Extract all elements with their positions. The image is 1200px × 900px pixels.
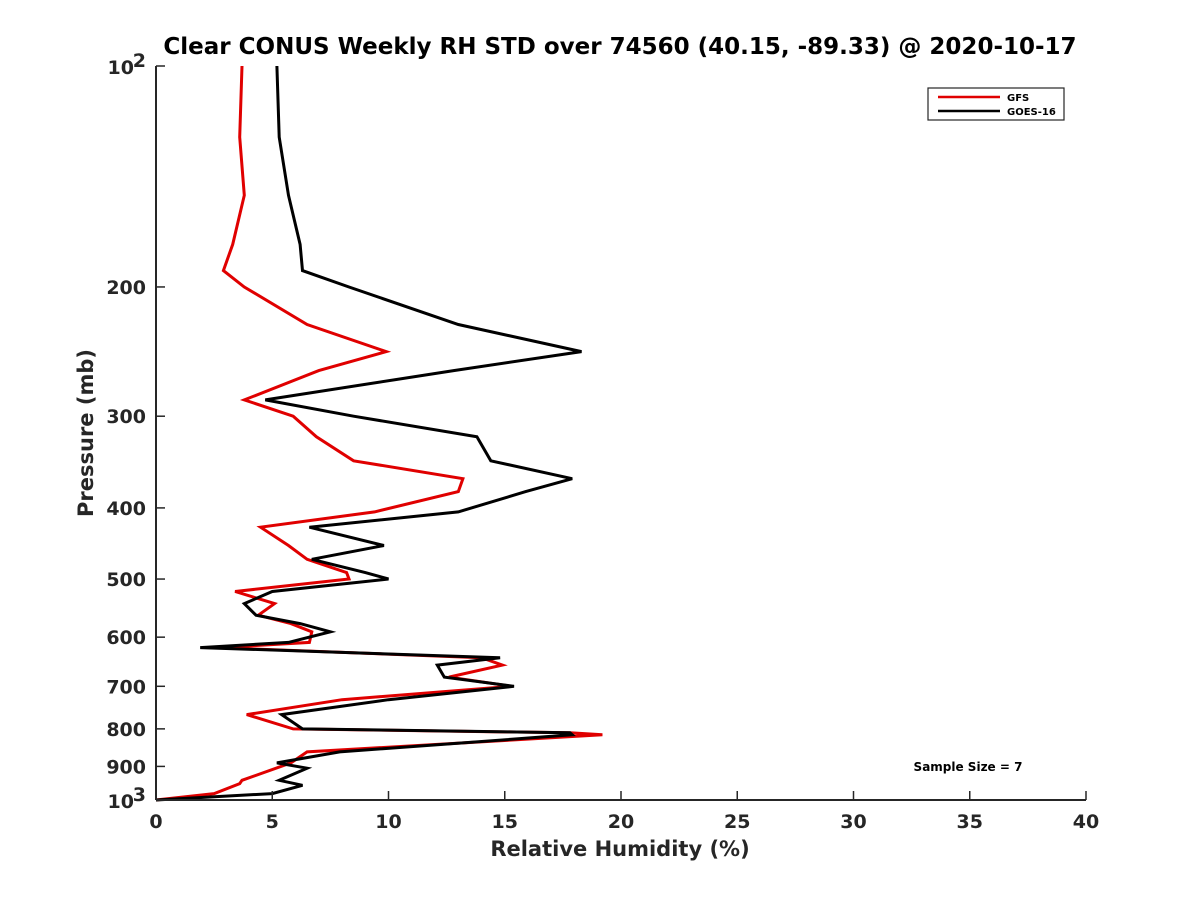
chart-title: Clear CONUS Weekly RH STD over 74560 (40… [163, 34, 1076, 60]
x-tick-label: 35 [957, 811, 983, 833]
x-tick-label: 20 [608, 811, 634, 833]
x-axis-label: Relative Humidity (%) [490, 837, 749, 861]
y-tick-label: 700 [106, 676, 146, 698]
legend-box [927, 87, 1065, 121]
x-tick-label: 10 [375, 811, 401, 833]
y-tick-label: 600 [106, 627, 146, 649]
x-tick-label: 5 [266, 811, 279, 833]
x-tick-label: 25 [724, 811, 750, 833]
y-tick-label: 900 [106, 756, 146, 778]
y-tick-label-exponent: 3 [133, 784, 146, 806]
axes-layer: 0 5 10 15 20 25 30 35 40102200300400500600700800… [106, 50, 1099, 833]
sample-size-annotation: Sample Size = 7 [914, 760, 1023, 774]
y-axis-label: Pressure (mb) [74, 349, 98, 517]
series-layer [155, 65, 603, 802]
y-tick-label-exponent: 2 [133, 50, 146, 72]
legend-label-gfs: GFS [1007, 93, 1029, 104]
y-tick-label: 500 [106, 569, 146, 591]
x-tick-label: 30 [840, 811, 866, 833]
y-tick-label: 200 [106, 277, 146, 299]
series-line-goes16 [155, 65, 582, 802]
legend-label-goes16: GOES-16 [1007, 107, 1056, 118]
y-tick-label: 400 [106, 498, 146, 520]
y-tick-label: 800 [106, 719, 146, 741]
x-tick-label: 40 [1073, 811, 1099, 833]
x-tick-label: 15 [492, 811, 518, 833]
legend: GFS GOES-16 [927, 87, 1065, 121]
y-tick-label: 10 [108, 57, 134, 79]
x-tick-label: 0 [149, 811, 162, 833]
y-tick-label: 300 [106, 406, 146, 428]
y-tick-label: 10 [108, 791, 134, 813]
